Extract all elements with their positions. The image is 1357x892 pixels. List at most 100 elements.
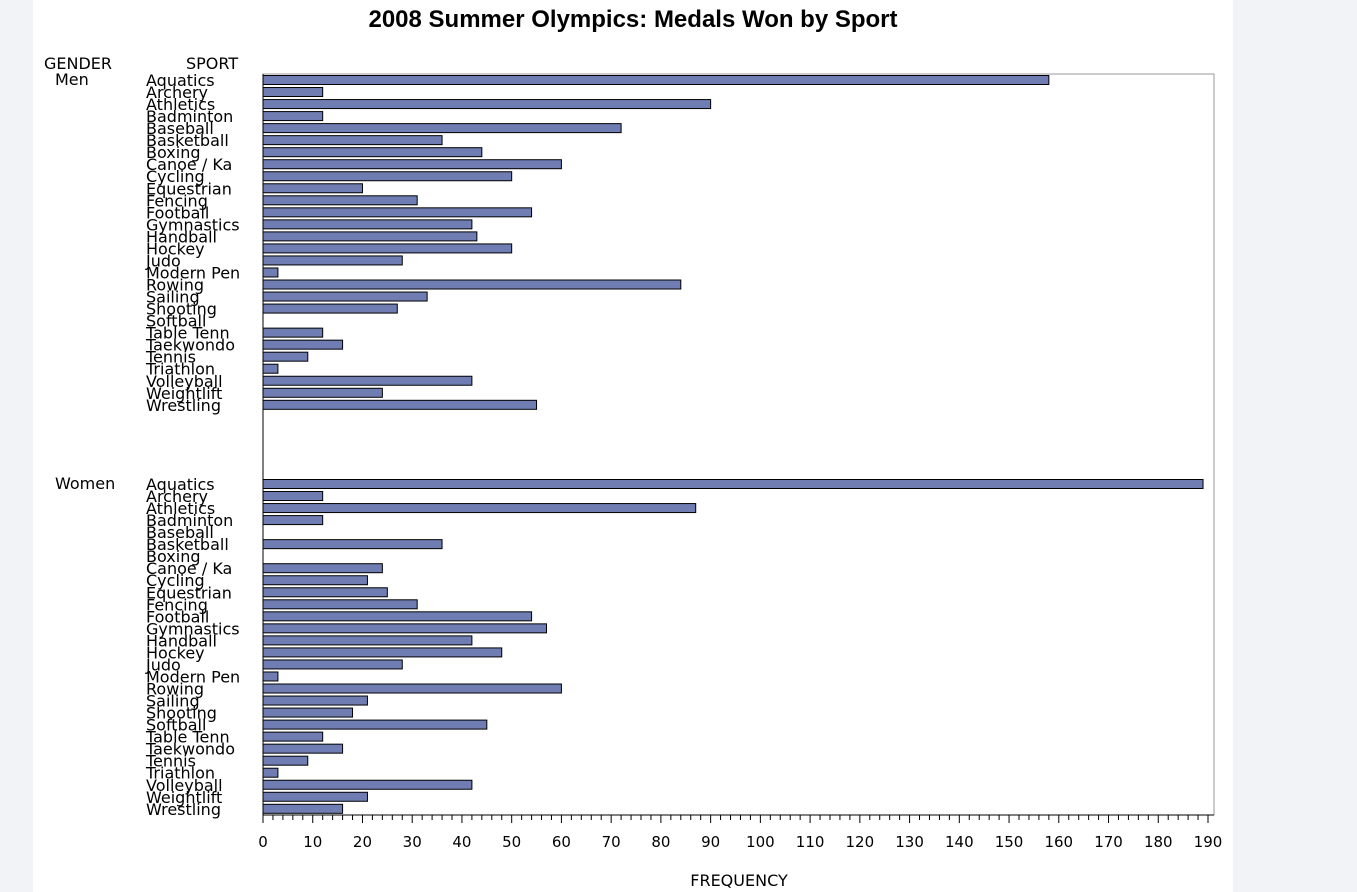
category-label: Equestrian [146,583,232,602]
bar [262,219,473,230]
bar [262,767,279,778]
bar [262,183,363,194]
bar [262,75,1050,85]
bar [262,719,488,730]
category-label: Triathlon [145,764,215,783]
bar [262,87,324,98]
bar [262,111,324,122]
sport-column-header: SPORT [186,54,238,73]
bar-chart: 2008 Summer Olympics: Medals Won by Spor… [44,6,1222,890]
bar [262,803,344,814]
bar [262,171,513,182]
bar [262,387,383,398]
category-label: Sailing [146,692,200,711]
bars-layer [262,75,1204,814]
bar [262,587,388,598]
bar [262,267,279,278]
category-label: Aquatics [146,71,215,90]
bar [262,575,368,586]
x-tick-label: 40 [452,833,471,851]
category-label: Baseball [146,119,214,138]
category-label: Football [146,203,209,222]
bar [262,243,513,254]
x-axis: 0 10 20 30 40 50 60 70 80 90 100 110 120 130 140 150 160… [258,74,1222,851]
chart-title: 2008 Summer Olympics: Medals Won by Spor… [368,6,897,33]
category-label: Athletics [146,499,215,518]
category-label: Fencing [146,191,208,210]
bar [262,255,403,266]
category-label: Volleyball [146,776,223,795]
bar [262,491,324,502]
category-label: Sailing [146,288,200,307]
x-tick-label: 180 [1144,833,1173,851]
x-axis-label: FREQUENCY [690,871,788,890]
category-label: Hockey [146,643,205,662]
bar [262,479,1204,489]
group-label-men: Men [55,70,89,89]
bar [262,671,279,682]
bar [262,635,473,646]
x-tick-label: 190 [1194,833,1223,851]
x-tick-label: 80 [651,833,670,851]
gender-column-header: GENDER [44,54,112,73]
category-label: Taekwondo [145,740,235,759]
category-label: Table Tenn [145,324,230,343]
category-label: Boxing [146,547,200,566]
category-label: Canoe / Ka [146,155,232,174]
bar [262,611,533,622]
category-label: Athletics [146,95,215,114]
category-label: Shooting [146,300,217,319]
bar [262,623,547,634]
bar [262,755,309,766]
category-label: Gymnastics [146,215,240,234]
category-label: Archery [146,83,208,102]
bar [262,351,309,362]
category-label: Aquatics [146,475,215,494]
category-label: Tennis [145,348,196,367]
category-label: Archery [146,487,208,506]
bar [262,207,533,218]
category-label: Softball [146,312,206,331]
category-label: Volleyball [146,372,223,391]
bar [262,743,344,754]
category-label: Weightlift [146,384,222,403]
bar [262,563,383,574]
labels-layer: Men AquaticsArcheryAthleticsBadmintonBase… [55,70,240,819]
category-label: Taekwondo [145,336,235,355]
category-label: Equestrian [146,179,232,198]
category-label: Tennis [145,752,196,771]
bar [262,515,324,526]
group-label-women: Women [55,474,115,493]
x-tick-label: 120 [846,833,875,851]
x-tick-label: 60 [552,833,571,851]
category-label: Triathlon [145,360,215,379]
category-label: Rowing [146,276,204,295]
x-tick-label: 30 [403,833,422,851]
category-label: Weightlift [146,788,222,807]
category-label: Basketball [146,131,229,150]
bar [262,147,483,158]
x-tick-label: 130 [895,833,924,851]
bar [262,659,403,670]
category-label: Canoe / Ka [146,559,232,578]
x-tick-label: 160 [1044,833,1073,851]
bar [262,731,324,742]
bar [262,375,473,386]
category-label: Cycling [146,571,205,590]
bar [262,135,443,146]
category-label: Wrestling [146,800,221,819]
x-tick-label: 70 [602,833,621,851]
x-tick-label: 140 [945,833,974,851]
category-label: Modern Pen [146,667,240,686]
x-tick-label: 100 [746,833,775,851]
category-label: Softball [146,716,206,735]
bar [262,291,428,302]
bar [262,707,354,718]
x-tick-label: 10 [303,833,322,851]
x-tick-label: 170 [1094,833,1123,851]
category-label: Shooting [146,704,217,723]
chart-page: 2008 Summer Olympics: Medals Won by Spor… [33,0,1233,892]
category-label: Cycling [146,167,205,186]
bar [262,539,443,550]
bar [262,159,562,170]
